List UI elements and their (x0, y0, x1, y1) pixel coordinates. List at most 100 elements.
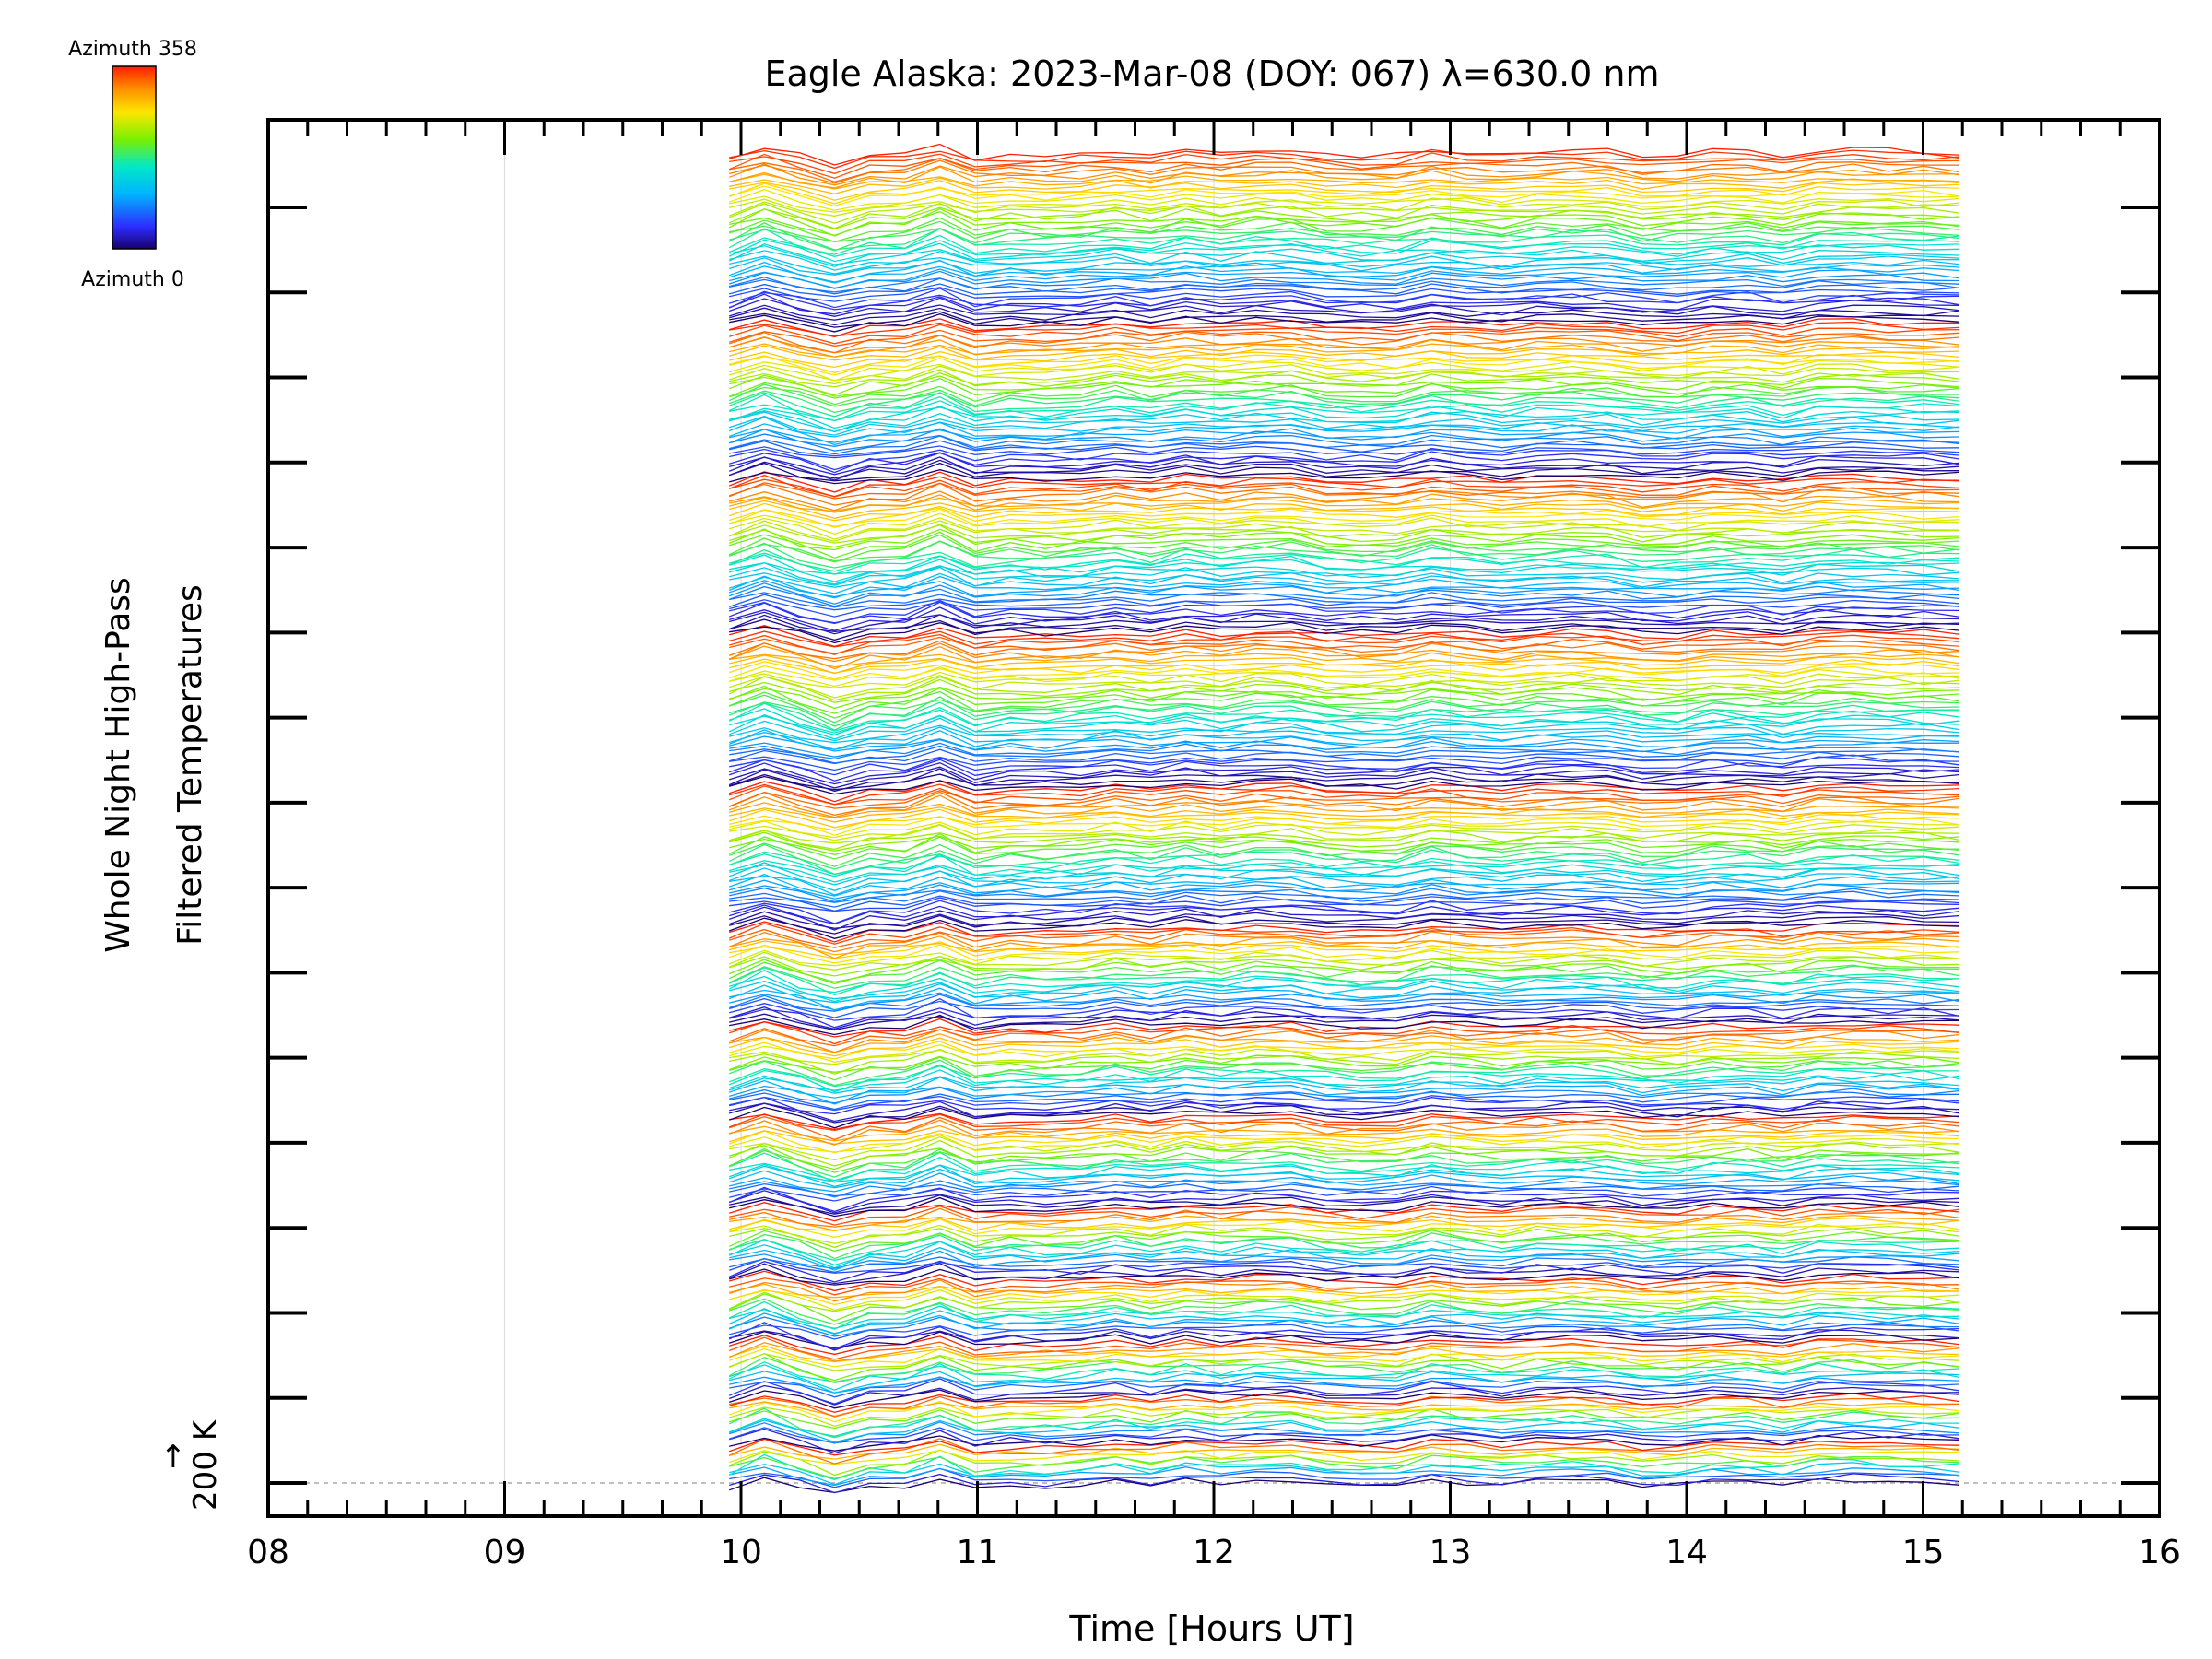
trace-114 (728, 1076, 1959, 1094)
trace-218 (729, 708, 1959, 734)
trace-335 (728, 297, 1959, 317)
trace-113 (728, 1077, 1959, 1099)
trace-166 (729, 895, 1959, 912)
trace-232 (729, 661, 1959, 680)
trace-330 (729, 318, 1959, 338)
trace-168 (729, 887, 1959, 903)
temperature-traces (728, 143, 1959, 1494)
trace-209 (729, 742, 1959, 760)
trace-279 (729, 497, 1959, 512)
trace-176 (729, 853, 1959, 877)
trace-261 (729, 559, 1959, 582)
trace-183 (729, 831, 1959, 852)
trace-126 (729, 1033, 1959, 1053)
trace-322 (729, 345, 1959, 361)
trace-351 (729, 242, 1959, 267)
trace-339 (729, 287, 1959, 302)
trace-93 (728, 1149, 1959, 1173)
trace-288 (728, 462, 1959, 482)
trace-292 (729, 451, 1959, 474)
trace-199 (729, 775, 1959, 795)
trace-215 (728, 717, 1959, 742)
trace-190 (729, 808, 1959, 829)
trace-359 (729, 210, 1959, 236)
trace-101 (728, 1119, 1959, 1146)
x-tick-label-16: 16 (2138, 1534, 2181, 1571)
trace-366 (728, 188, 1959, 211)
x-tick-labels: 08 09 10 11 12 13 14 15 16 (247, 1534, 2181, 1571)
trace-257 (729, 572, 1959, 594)
trace-348 (729, 255, 1959, 275)
trace-353 (728, 234, 1959, 257)
trace-159 (728, 917, 1959, 939)
trace-19 (729, 1407, 1959, 1430)
chart-title: Eagle Alaska: 2023-Mar-08 (DOY: 067) λ=6… (764, 53, 1659, 94)
trace-374 (729, 159, 1959, 184)
trace-283 (728, 482, 1959, 500)
plot-axes (266, 118, 2161, 1518)
trace-217 (729, 713, 1959, 735)
trace-57 (729, 1277, 1959, 1296)
trace-120 (728, 1054, 1959, 1073)
trace-357 (729, 220, 1959, 242)
trace-105 (728, 1106, 1959, 1129)
trace-3 (729, 1466, 1959, 1487)
trace-316 (729, 365, 1959, 385)
trace-75 (729, 1214, 1959, 1231)
trace-321 (729, 350, 1959, 369)
trace-98 (728, 1130, 1959, 1154)
y-axis-label-line2: Filtered Temperatures (171, 584, 209, 946)
trace-110 (729, 1090, 1959, 1111)
trace-281 (729, 488, 1959, 512)
trace-72 (729, 1223, 1959, 1244)
trace-307 (728, 394, 1959, 422)
trace-342 (729, 276, 1959, 293)
trace-11 (728, 1438, 1959, 1456)
trace-128 (728, 1027, 1959, 1047)
trace-39 (728, 1336, 1959, 1360)
trace-103 (728, 1113, 1959, 1132)
trace-354 (728, 228, 1959, 255)
trace-5 (728, 1453, 1959, 1480)
trace-179 (728, 843, 1959, 870)
trace-220 (729, 701, 1959, 731)
trace-8 (728, 1449, 1959, 1465)
trace-191 (729, 806, 1959, 823)
trace-224 (728, 685, 1959, 714)
trace-250 (729, 599, 1959, 618)
y-scale-label: 200 K (187, 1418, 224, 1511)
trace-318 (729, 358, 1959, 382)
trace-349 (729, 250, 1959, 271)
trace-378 (729, 148, 1959, 170)
trace-146 (728, 959, 1959, 983)
trace-22 (729, 1401, 1959, 1418)
trace-302 (729, 415, 1959, 436)
trace-337 (728, 290, 1959, 311)
trace-375 (729, 158, 1959, 182)
trace-1 (729, 1473, 1959, 1494)
trace-245 (728, 614, 1959, 632)
trace-341 (729, 277, 1959, 295)
trace-295 (729, 440, 1959, 457)
x-tick-label-11: 11 (957, 1534, 999, 1571)
trace-82 (728, 1186, 1959, 1213)
trace-99 (729, 1130, 1959, 1145)
trace-358 (728, 217, 1959, 243)
trace-26 (728, 1384, 1959, 1406)
trace-73 (728, 1218, 1959, 1238)
trace-347 (729, 257, 1959, 276)
trace-180 (728, 842, 1959, 867)
trace-43 (728, 1322, 1959, 1350)
trace-253 (728, 585, 1959, 607)
trace-277 (728, 502, 1959, 522)
trace-365 (729, 194, 1959, 213)
trace-286 (728, 471, 1959, 493)
trace-268 (729, 531, 1959, 559)
x-tick-label-13: 13 (1430, 1534, 1472, 1571)
trace-154 (729, 935, 1959, 959)
trace-167 (729, 890, 1959, 908)
trace-213 (729, 726, 1959, 750)
trace-64 (729, 1250, 1959, 1270)
trace-256 (728, 575, 1959, 599)
trace-336 (728, 293, 1959, 315)
